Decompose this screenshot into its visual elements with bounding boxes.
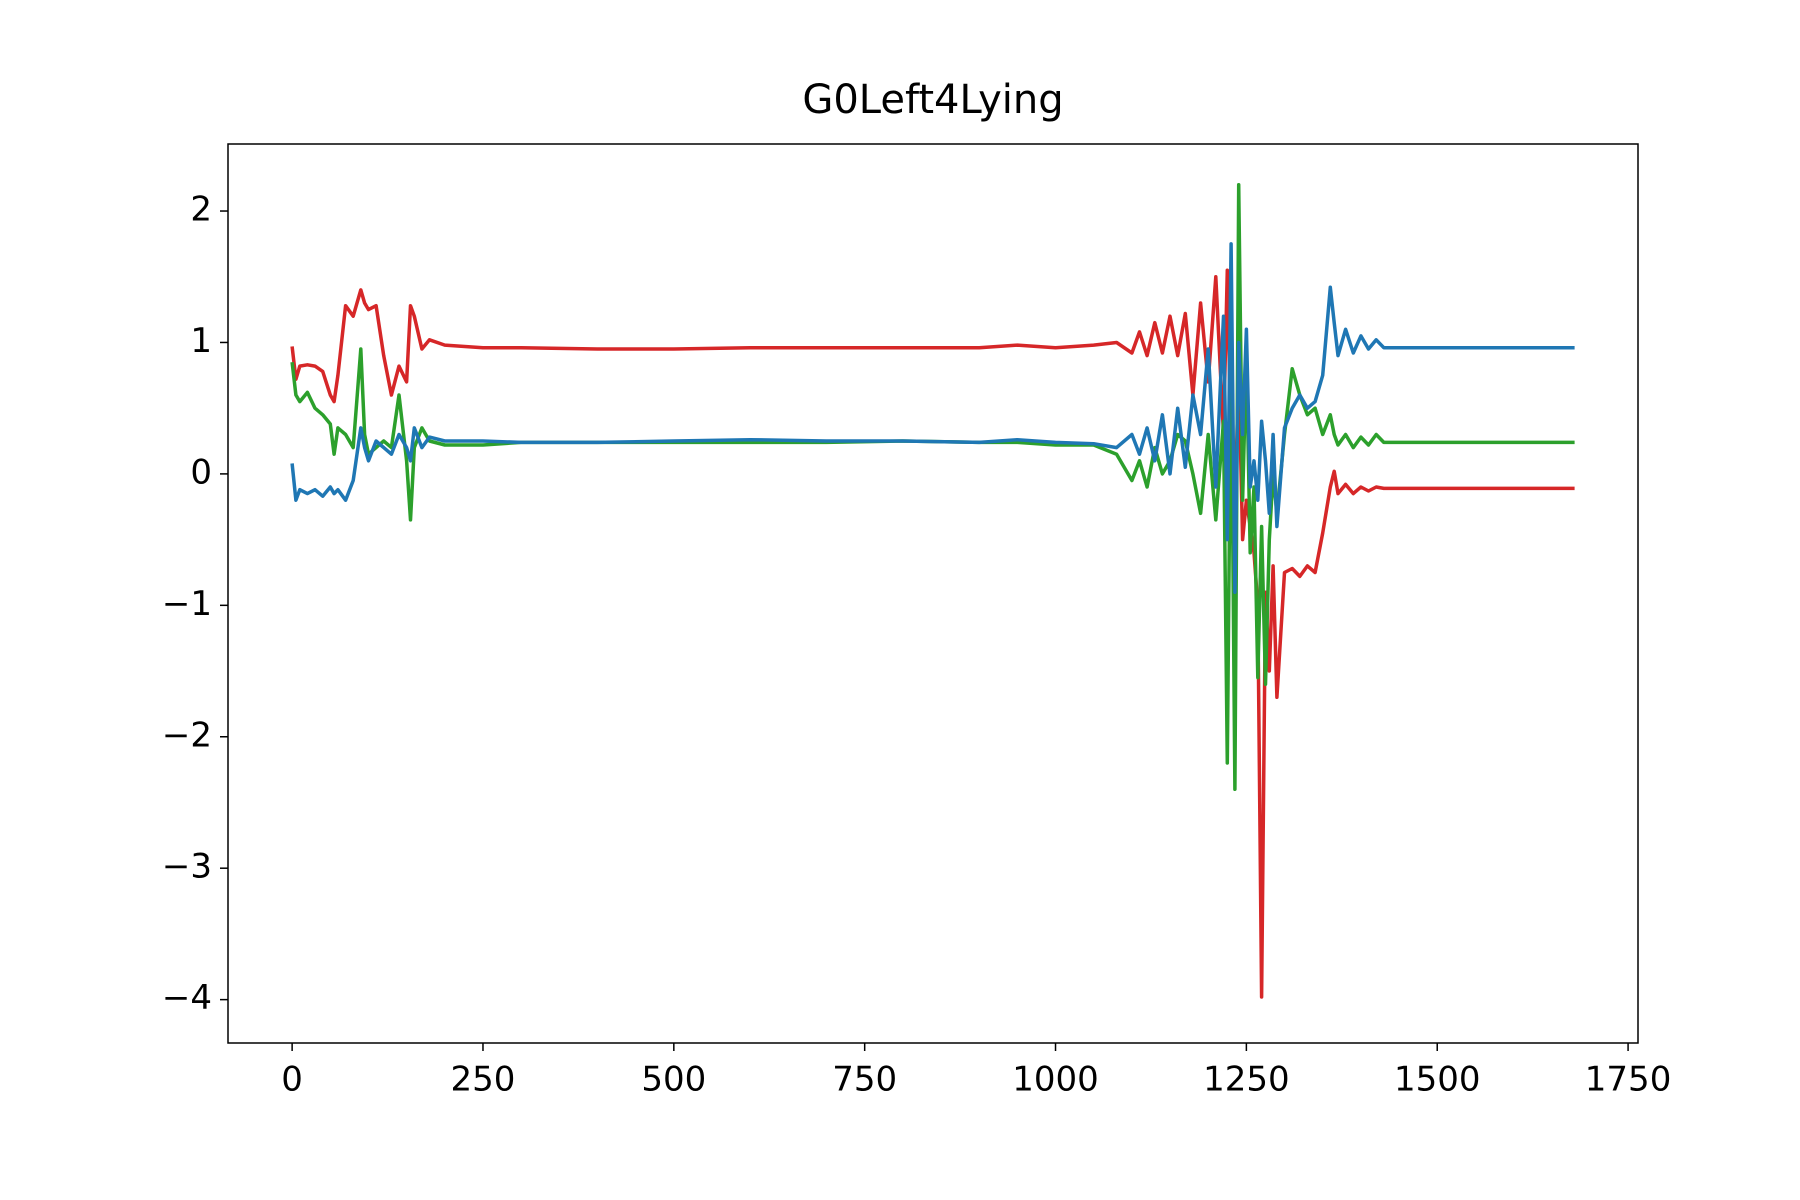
x-tick-label: 500 (641, 1060, 706, 1100)
series-line (290, 242, 1575, 594)
x-tick-label: 1000 (1012, 1060, 1099, 1100)
x-tick-label: 1500 (1394, 1060, 1481, 1100)
y-tick-label: 1 (190, 321, 212, 361)
y-tick-label: −3 (162, 847, 212, 887)
y-tick-label: −2 (162, 715, 212, 755)
y-tick-label: 2 (190, 190, 212, 230)
y-tick-label: −4 (162, 978, 212, 1018)
plot-frame (227, 143, 1639, 1044)
x-tick-label: 750 (832, 1060, 897, 1100)
x-tick-label: 0 (281, 1060, 303, 1100)
x-tick-label: 1750 (1585, 1060, 1672, 1100)
y-tick-label: −1 (162, 584, 212, 624)
y-tick-label: 0 (190, 452, 212, 492)
chart-title: G0Left4Lying (802, 77, 1063, 123)
x-tick-label: 250 (451, 1060, 516, 1100)
x-tick-label: 1250 (1203, 1060, 1290, 1100)
series-line (290, 268, 1575, 999)
